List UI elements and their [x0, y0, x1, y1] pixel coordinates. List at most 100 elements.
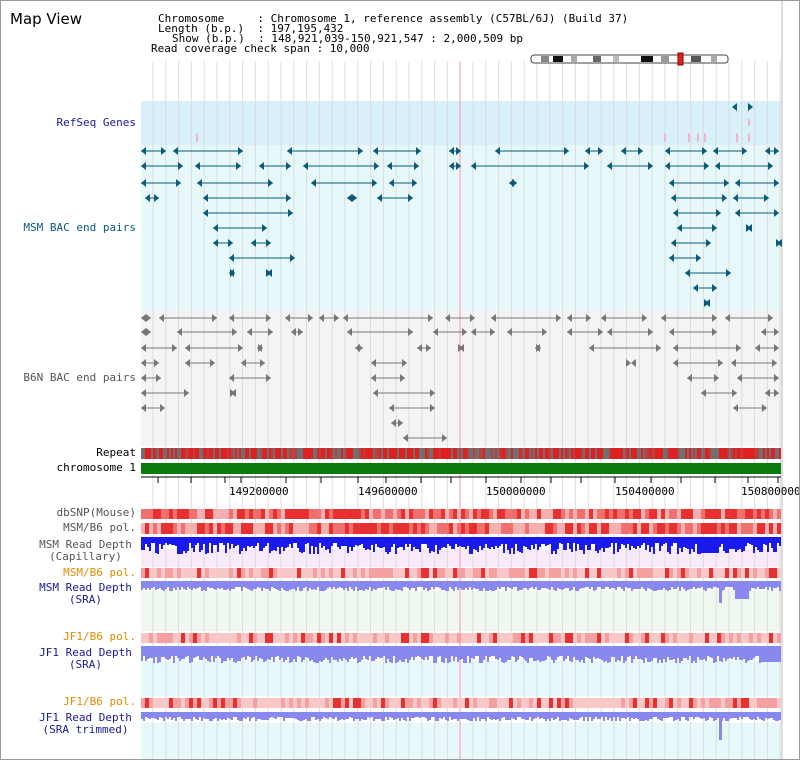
range-info: Show (b.p.) : 148,921,039-150,921,547 : … [172, 32, 523, 45]
depth-bar [161, 712, 163, 718]
depth-bar [535, 712, 537, 718]
pol-cell [637, 698, 641, 708]
depth-bar [683, 537, 685, 547]
pol-cell [549, 698, 553, 708]
bac-end-marker [449, 162, 454, 170]
pol-cell [433, 698, 437, 708]
depth-bar [585, 646, 587, 657]
bac-end-marker [726, 269, 731, 277]
depth-bar [343, 537, 345, 546]
pol-cell [529, 523, 533, 534]
depth-bar [773, 537, 775, 552]
depth-bar [151, 537, 153, 543]
depth-bar [289, 581, 291, 590]
depth-bar [355, 581, 357, 587]
msm-cap-bg [141, 549, 781, 567]
pol-cell [449, 698, 453, 708]
repeat-block [371, 448, 373, 459]
depth-bar [379, 581, 381, 588]
pol-cell [629, 698, 633, 708]
pol-cell [405, 568, 409, 578]
depth-bar [727, 712, 729, 721]
depth-bar [401, 646, 403, 662]
pol-cell [165, 568, 169, 578]
depth-bar [235, 712, 237, 717]
track-label-msm-pol[interactable]: MSM/B6 pol. [63, 521, 136, 534]
pol-cell [585, 698, 589, 708]
depth-spike [719, 712, 722, 740]
pol-cell [549, 523, 553, 534]
repeat-block [413, 448, 415, 459]
pol-cell [425, 568, 429, 578]
depth-bar [505, 646, 507, 662]
track-label-msm-depth-sra[interactable]: MSM Read Depth [39, 581, 132, 594]
depth-bar [655, 712, 657, 717]
depth-bar [627, 646, 629, 657]
pol-cell [577, 698, 581, 708]
depth-bar [331, 581, 333, 589]
track-label-msm-bac[interactable]: MSM BAC end pairs [23, 221, 136, 234]
depth-bar [513, 712, 515, 719]
depth-bar [731, 537, 733, 549]
depth-bar [749, 646, 751, 660]
repeat-block [299, 448, 301, 459]
repeat-block [457, 448, 459, 459]
depth-bar [503, 537, 505, 553]
repeat-block [601, 448, 603, 459]
pol-cell [421, 698, 425, 708]
pol-cell [689, 568, 693, 578]
depth-bar [477, 537, 479, 552]
depth-bar [255, 712, 257, 721]
depth-bar [323, 581, 325, 591]
track-label-jf1-pol[interactable]: JF1/B6 pol. [63, 630, 136, 643]
depth-bar [381, 712, 383, 721]
pol-cell [337, 698, 341, 708]
track-label-msm-pol-2[interactable]: MSM/B6 pol. [63, 566, 136, 579]
depth-bar [141, 712, 143, 719]
pol-cell [621, 633, 625, 643]
track-label-msm-depth-cap[interactable]: MSM Read Depth [39, 538, 132, 551]
pol-cell [281, 698, 285, 708]
depth-bar [333, 537, 335, 543]
pol-cell [517, 523, 521, 534]
pol-cell [153, 698, 157, 708]
pol-cell [269, 568, 273, 578]
depth-bar [227, 581, 229, 589]
depth-bar [567, 712, 569, 721]
bac-end-marker [712, 328, 717, 336]
track-label-jf1-pol-2[interactable]: JF1/B6 pol. [63, 695, 136, 708]
repeat-block [261, 448, 263, 459]
track-label-b6n-bac[interactable]: B6N BAC end pairs [23, 371, 136, 384]
depth-bar [631, 537, 633, 546]
bac-end-marker [718, 359, 723, 367]
pol-cell [381, 523, 385, 534]
pol-cell [341, 509, 345, 519]
bac-end-marker [230, 389, 235, 397]
depth-bar [403, 581, 405, 587]
depth-bar [763, 712, 765, 721]
depth-bar [141, 646, 143, 661]
repeat-block [753, 448, 755, 459]
pol-cell [377, 698, 381, 708]
depth-bar [709, 712, 711, 717]
pol-cell [297, 509, 301, 519]
depth-bar [211, 646, 213, 656]
pol-cell [325, 523, 329, 534]
repeat-block [445, 448, 447, 459]
depth-bar [423, 581, 425, 590]
track-label-refseq[interactable]: RefSeq Genes [56, 116, 136, 129]
depth-bar [693, 581, 695, 587]
track-label-jf1-depth-sra[interactable]: JF1 Read Depth [39, 646, 132, 659]
depth-bar [423, 537, 425, 544]
bac-end-marker [334, 314, 339, 322]
track-label-jf1-depth-trim[interactable]: JF1 Read Depth [39, 711, 132, 724]
depth-bar [445, 712, 447, 720]
depth-bar [361, 581, 363, 590]
depth-bar [643, 537, 645, 543]
repeat-block [405, 448, 407, 459]
pol-cell [421, 568, 425, 578]
depth-bar [547, 712, 549, 719]
depth-bar [369, 712, 371, 718]
repeat-block [183, 448, 185, 459]
track-label-dbsnp[interactable]: dbSNP(Mouse) [56, 506, 136, 519]
